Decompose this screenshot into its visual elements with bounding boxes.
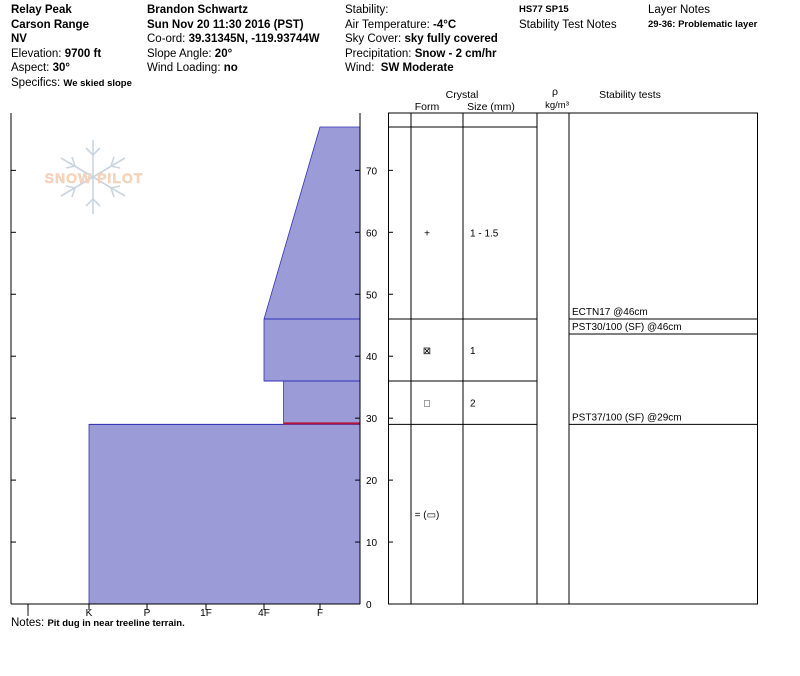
wind-value: SW Moderate [380, 62, 454, 74]
observer-name: Brandon Schwartz [147, 4, 248, 16]
y-tick-label: 60 [366, 228, 378, 239]
crystal-size: 1 [470, 346, 476, 357]
slope-value: 20° [214, 47, 233, 60]
wind-loading-label: Wind Loading: [147, 62, 221, 74]
precip-row: Precipitation: Snow - 2 cm/hr [345, 47, 498, 62]
elevation-row: Elevation: 9700 ft [11, 47, 132, 62]
wind-row: Wind: SW Moderate [345, 61, 498, 76]
air-temp-label: Air Temperature: [345, 18, 430, 31]
y-tick-label: 10 [366, 538, 378, 549]
layer-table [388, 112, 758, 605]
layer-note-value: 29-36: Problematic layer [648, 18, 758, 30]
footer-notes: Notes: Pit dug in near treeline terrain. [11, 616, 185, 632]
crystal-header: Crystal [446, 89, 479, 101]
form-header: Form [415, 101, 440, 113]
air-temp-row: Air Temperature: -4°C [345, 18, 498, 33]
slope-label: Slope Angle: [147, 47, 212, 60]
sky-label: Sky Cover: [345, 33, 402, 45]
table-frame [388, 112, 758, 605]
notes-value: Pit dug in near treeline terrain. [47, 618, 185, 629]
x-tick-label: F [317, 608, 323, 619]
x-tick-label: 4F [258, 608, 270, 619]
crystal-size: 1 - 1.5 [470, 228, 499, 239]
header-observer-info: Brandon Schwartz Sun Nov 20 11:30 2016 (… [147, 3, 320, 76]
stability-notes-label: Stability Test Notes [519, 18, 617, 31]
coord-value: 39.31345N, -119.93744W [188, 33, 320, 45]
coord-row: Co-ord: 39.31345N, -119.93744W [147, 32, 320, 47]
range-name: Carson Range [11, 18, 89, 31]
x-tick-label: I [27, 608, 30, 619]
notes-row: Notes: Pit dug in near treeline terrain. [11, 616, 185, 632]
aspect-label: Aspect: [11, 62, 50, 74]
air-temp-value: -4°C [433, 18, 457, 31]
crystal-form: ⊠ [423, 346, 431, 357]
hs-sp-value: HS77 SP15 [519, 4, 569, 15]
x-tick-label: 1F [200, 608, 212, 619]
crystal-form: = (▭) [415, 510, 440, 521]
aspect-row: Aspect: 30° [11, 61, 132, 76]
snowflake-icon [60, 140, 126, 214]
stability-label: Stability: [345, 4, 389, 16]
hardness-profile [88, 126, 361, 605]
stability-test-label: PST30/100 (SF) @46cm [572, 322, 682, 333]
sky-row: Sky Cover: sky fully covered [345, 32, 498, 47]
y-tick-label: 30 [366, 414, 378, 425]
wind-loading-value: no [223, 62, 238, 74]
y-tick-label: 20 [366, 476, 378, 487]
rho-unit-header: kg/m³ [545, 100, 569, 111]
specifics-label: Specifics: [11, 76, 61, 89]
slope-row: Slope Angle: 20° [147, 47, 320, 62]
snowpilot-logo: SNOW PILOT [44, 140, 144, 214]
specifics-row: Specifics: We skied slope [11, 76, 132, 92]
specifics-value: We skied slope [63, 77, 132, 89]
wind-label: Wind: [345, 62, 375, 74]
elevation-value: 9700 ft [64, 47, 102, 60]
crystal-form: + [424, 228, 430, 239]
stability-tests-header: Stability tests [599, 89, 661, 101]
y-tick-label: 0 [366, 600, 372, 611]
logo-text: SNOW PILOT [45, 170, 144, 186]
header-site-info: Relay Peak Carson Range NV Elevation: 97… [11, 3, 132, 91]
y-tick-label: 40 [366, 352, 378, 363]
y-tick-label: 70 [366, 166, 378, 177]
x-tick-label: K [86, 608, 93, 619]
header-weather-info: Stability: Air Temperature: -4°C Sky Cov… [345, 3, 498, 76]
coord-label: Co-ord: [147, 33, 186, 45]
aspect-value: 30° [52, 62, 70, 74]
location-name: Relay Peak [11, 4, 72, 16]
stability-test-label: ECTN17 @46cm [572, 307, 648, 318]
layer-notes-label: Layer Notes [648, 4, 711, 16]
crystal-form: □ [424, 399, 430, 410]
y-tick-label: 50 [366, 290, 378, 301]
stability-test-label: PST37/100 (SF) @29cm [572, 412, 682, 423]
wind-loading-row: Wind Loading: no [147, 61, 320, 76]
sky-value: sky fully covered [404, 33, 498, 45]
precip-value: Snow - 2 cm/hr [414, 47, 497, 60]
precip-label: Precipitation: [345, 47, 412, 60]
x-tick-label: P [144, 608, 151, 619]
elevation-label: Elevation: [11, 47, 62, 60]
state-name: NV [11, 33, 27, 45]
crystal-size: 2 [470, 399, 476, 410]
size-header: Size (mm) [467, 101, 515, 113]
header-layer-notes: Layer Notes 29-36: Problematic layer [648, 3, 757, 32]
header-test-info: HS77 SP15 Stability Test Notes [519, 3, 617, 32]
notes-label: Notes: [11, 617, 45, 629]
rho-header: ρ [552, 86, 558, 98]
observation-datetime: Sun Nov 20 11:30 2016 (PST) [147, 18, 304, 31]
